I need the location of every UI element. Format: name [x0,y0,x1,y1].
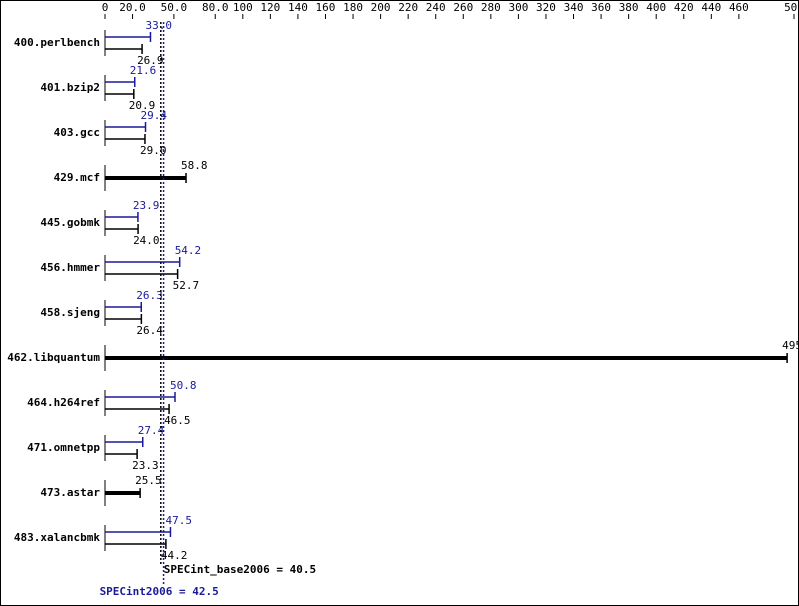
x-tick-label: 160 [316,1,336,14]
value-label: 26.9 [137,54,164,67]
value-label: 21.6 [130,64,157,77]
x-tick-label: 340 [564,1,584,14]
value-label: 52.7 [173,279,200,292]
value-label: 26.4 [136,324,163,337]
summary-label: SPECint_base2006 = 40.5 [164,563,316,576]
category-label: 401.bzip2 [40,81,100,94]
value-label: 33.0 [145,19,172,32]
x-tick-label: 50.0 [161,1,188,14]
x-tick-label: 400 [646,1,666,14]
category-label: 400.perlbench [14,36,100,49]
value-label: 495 [782,339,799,352]
x-tick-label: 140 [288,1,308,14]
value-label: 26.3 [136,289,163,302]
x-tick-label: 200 [371,1,391,14]
category-label: 483.xalancbmk [14,531,100,544]
value-label: 47.5 [165,514,192,527]
x-tick-label: 120 [260,1,280,14]
category-label: 464.h264ref [27,396,100,409]
x-tick-label: 460 [729,1,749,14]
value-label: 20.9 [129,99,156,112]
x-tick-label: 260 [453,1,473,14]
category-label: 473.astar [40,486,100,499]
category-label: 458.sjeng [40,306,100,319]
category-label: 471.omnetpp [27,441,100,454]
x-tick-label: 380 [619,1,639,14]
summary-label: SPECint2006 = 42.5 [100,585,219,598]
x-tick-label: 180 [343,1,363,14]
x-tick-label: 20.0 [119,1,146,14]
value-label: 50.8 [170,379,197,392]
value-label: 46.5 [164,414,191,427]
x-tick-label: 320 [536,1,556,14]
category-label: 429.mcf [54,171,100,184]
value-label: 58.8 [181,159,208,172]
x-tick-label: 420 [674,1,694,14]
category-label: 456.hmmer [40,261,100,274]
value-label: 54.2 [175,244,202,257]
x-tick-label: 360 [591,1,611,14]
x-tick-label: 80.0 [202,1,229,14]
category-label: 445.gobmk [40,216,100,229]
x-tick-label: 440 [701,1,721,14]
x-tick-label: 500 [784,1,799,14]
value-label: 23.3 [132,459,159,472]
value-label: 29.0 [140,144,167,157]
x-tick-label: 280 [481,1,501,14]
x-tick-label: 300 [508,1,528,14]
value-label: 27.4 [138,424,165,437]
x-tick-label: 0 [102,1,109,14]
x-tick-label: 220 [398,1,418,14]
value-label: 24.0 [133,234,160,247]
category-label: 403.gcc [54,126,100,139]
category-label: 462.libquantum [7,351,100,364]
value-label: 44.2 [161,549,188,562]
value-label: 25.5 [135,474,162,487]
x-tick-label: 240 [426,1,446,14]
x-tick-label: 100 [233,1,253,14]
value-label: 23.9 [133,199,160,212]
